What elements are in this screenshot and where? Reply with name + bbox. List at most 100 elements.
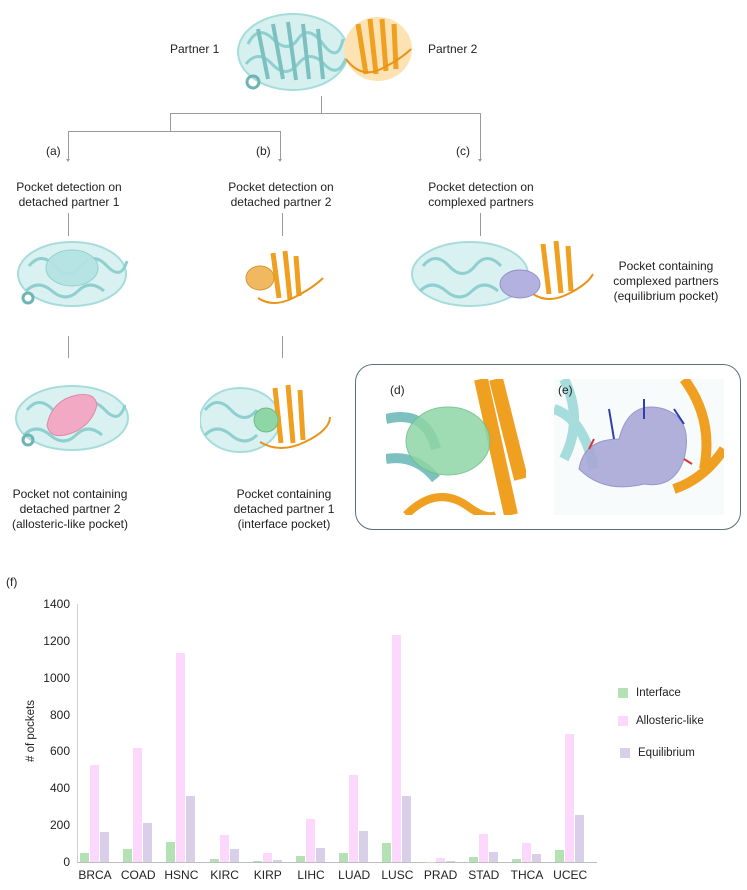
- x-tick-thca: THCA: [510, 868, 544, 882]
- branch-b-title-line1: Pocket detection on: [228, 180, 334, 194]
- bar-luad-interface: [339, 853, 349, 862]
- branch-c-result: Pocket containing complexed partners (eq…: [596, 259, 736, 304]
- bar-coad-equilibrium: [143, 822, 153, 862]
- bar-kirc-equilibrium: [229, 848, 239, 862]
- x-axis-line: [77, 862, 597, 863]
- connector-top-bar: [170, 113, 480, 114]
- branch-c-title: Pocket detection on complexed partners: [422, 180, 540, 210]
- y-tick-1400: 1400: [43, 597, 70, 611]
- y-tick-600: 600: [49, 744, 70, 759]
- y-axis-label: # of pockets: [25, 700, 37, 763]
- bar-lusc-allosteric-like: [392, 634, 402, 862]
- branch-b-title: Pocket detection on detached partner 2: [222, 180, 340, 210]
- legend-label: Equilibrium: [638, 747, 695, 759]
- bar-ucec-allosteric-like: [565, 733, 575, 862]
- x-tick-ucec: UCEC: [553, 868, 588, 882]
- branch-a-result-line1: Pocket not containing: [12, 487, 128, 501]
- x-tick-lihc: LIHC: [297, 868, 325, 882]
- legend-item-allosteric-like: Allosteric-like: [618, 715, 704, 727]
- bar-hsnc-allosteric-like: [176, 652, 186, 862]
- equilibrium-pocket-closeup-image: [554, 379, 724, 515]
- connector-left-drop: [170, 113, 171, 131]
- branch-c-tag: (c): [456, 144, 470, 158]
- bar-stad-allosteric-like: [478, 833, 488, 862]
- arrow-c: [478, 159, 482, 162]
- bar-thca-equilibrium: [532, 853, 541, 862]
- interface-pocket-closeup-image: [386, 379, 526, 515]
- bar-brca-equilibrium: [100, 831, 109, 862]
- bar-lihc-allosteric-like: [306, 819, 315, 862]
- partner2-label: Partner 2: [428, 42, 478, 56]
- bar-lihc-interface: [296, 855, 305, 862]
- partner2-structure: [344, 17, 412, 81]
- branch-c-result-line3: (equilibrium pocket): [613, 289, 719, 303]
- legend-item-interface: Interface: [618, 687, 681, 699]
- x-tick-kirp: KIRP: [253, 868, 282, 882]
- x-tick-kirc: KIRC: [210, 868, 239, 882]
- chart-panel-tag: (f): [6, 575, 18, 589]
- allosteric-pocket-image: [15, 385, 129, 451]
- branch-b-tag: (b): [256, 144, 271, 158]
- bar-lusc-interface: [382, 843, 392, 862]
- branch-b-result-line2: detached partner 1: [233, 502, 335, 516]
- partner1-allosteric-detection-image: [17, 241, 129, 307]
- bar-prad-equilibrium: [445, 860, 455, 862]
- connector-c: [480, 113, 481, 160]
- zoom-panel-d-tag: (d): [390, 383, 405, 397]
- branch-b-result-line1: Pocket containing: [236, 487, 332, 501]
- bar-stad-interface: [468, 856, 478, 862]
- bar-coad-interface: [123, 849, 133, 862]
- legend-swatch: [618, 716, 628, 726]
- branch-b-title-line2: detached partner 2: [230, 195, 332, 209]
- branch-a-title-line1: Pocket detection on: [16, 180, 122, 194]
- bar-coad-allosteric-like: [133, 748, 143, 862]
- zoom-panels-box: [355, 364, 741, 530]
- zoom-panel-e: (e): [554, 379, 724, 515]
- bar-thca-interface: [512, 859, 521, 862]
- bar-kirp-interface: [252, 861, 262, 862]
- x-tick-stad: STAD: [468, 868, 500, 882]
- y-tick-400: 400: [49, 781, 70, 796]
- bar-prad-allosteric-like: [435, 857, 445, 862]
- bar-hsnc-equilibrium: [186, 796, 196, 862]
- branch-a-result-line3: (allosteric-like pocket): [11, 517, 129, 531]
- bar-thca-allosteric-like: [522, 842, 531, 862]
- branch-b-result: Pocket containing detached partner 1 (in…: [222, 487, 346, 532]
- pocket-count-bar-chart: (f) # of pockets 0 200 400 600 800 1000 1200 14…: [0, 575, 747, 890]
- bar-lusc-equilibrium: [402, 796, 412, 862]
- x-tick-coad: COAD: [120, 868, 156, 882]
- y-tick-1200: 1200: [43, 633, 70, 648]
- arrow-b: [278, 159, 282, 162]
- branch-a-result: Pocket not containing detached partner 2…: [6, 487, 134, 532]
- connector-c2: [480, 213, 481, 236]
- y-tick-800: 800: [49, 707, 70, 722]
- connector-b3: [282, 336, 283, 358]
- branch-b-result-line3: (interface pocket): [237, 517, 331, 531]
- x-tick-hsnc: HSNC: [164, 868, 199, 882]
- branch-a-tag: (a): [46, 144, 61, 158]
- connector-a3: [68, 336, 69, 358]
- zoom-panel-e-tag: (e): [558, 383, 573, 397]
- x-tick-prad: PRAD: [423, 868, 458, 882]
- connector-b2: [282, 213, 283, 236]
- interface-pocket-image: [200, 384, 331, 453]
- branch-c-result-line2: complexed partners: [613, 274, 719, 288]
- bar-kirp-equilibrium: [272, 859, 282, 862]
- x-tick-brca: BRCA: [78, 868, 112, 882]
- legend-swatch: [618, 688, 628, 698]
- bar-brca-interface: [80, 852, 89, 862]
- x-tick-luad: LUAD: [338, 868, 371, 882]
- bar-hsnc-interface: [166, 842, 176, 862]
- connector-stem: [321, 96, 322, 113]
- branch-a-title-line2: detached partner 1: [18, 195, 120, 209]
- bar-stad-equilibrium: [488, 852, 498, 862]
- bar-ucec-equilibrium: [575, 814, 585, 862]
- zoom-panel-d: (d): [386, 379, 526, 515]
- bar-brca-allosteric-like: [90, 765, 99, 862]
- bar-kirc-interface: [209, 858, 219, 862]
- bar-lihc-equilibrium: [316, 847, 325, 862]
- partner2-pocket-image: [245, 250, 324, 304]
- protein-complex-image: [237, 13, 412, 91]
- y-tick-1000: 1000: [43, 670, 70, 685]
- branch-a-title: Pocket detection on detached partner 1: [10, 180, 128, 210]
